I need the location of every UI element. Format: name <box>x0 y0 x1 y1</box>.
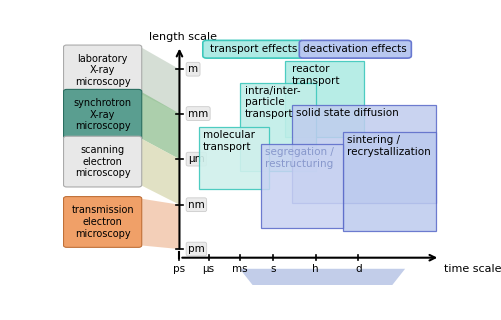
Text: s: s <box>270 264 275 274</box>
Text: molecular
transport: molecular transport <box>202 130 255 152</box>
Text: m: m <box>188 64 198 74</box>
FancyBboxPatch shape <box>342 132 435 231</box>
FancyBboxPatch shape <box>64 89 141 140</box>
FancyBboxPatch shape <box>292 105 435 204</box>
Polygon shape <box>140 47 179 114</box>
FancyBboxPatch shape <box>239 286 404 306</box>
Polygon shape <box>140 138 179 205</box>
Text: sintering /
recrystallization: sintering / recrystallization <box>346 135 430 157</box>
Text: deactivation effects: deactivation effects <box>303 44 406 54</box>
Text: μm: μm <box>188 154 204 164</box>
Polygon shape <box>239 269 404 286</box>
Text: reactor
transport: reactor transport <box>291 64 339 86</box>
FancyBboxPatch shape <box>198 127 269 189</box>
FancyBboxPatch shape <box>202 40 304 58</box>
Text: scanning
electron
microscopy: scanning electron microscopy <box>75 145 130 178</box>
Polygon shape <box>140 198 179 249</box>
Text: segregation /
restructuring: segregation / restructuring <box>265 147 333 169</box>
FancyBboxPatch shape <box>239 83 315 172</box>
FancyBboxPatch shape <box>284 60 364 137</box>
Text: mm: mm <box>188 108 208 118</box>
FancyBboxPatch shape <box>261 144 342 228</box>
Text: synchrotron
X-ray
microscopy: synchrotron X-ray microscopy <box>74 98 131 132</box>
Text: transport effects: transport effects <box>209 44 297 54</box>
Polygon shape <box>140 92 179 159</box>
FancyBboxPatch shape <box>64 45 141 96</box>
Text: laboratory
X-ray
microscopy: laboratory X-ray microscopy <box>75 54 130 87</box>
Text: μs: μs <box>202 264 214 274</box>
Text: pm: pm <box>188 244 204 254</box>
FancyBboxPatch shape <box>64 136 141 187</box>
Text: intra/inter-
particle
transport: intra/inter- particle transport <box>244 86 300 119</box>
FancyBboxPatch shape <box>64 196 141 247</box>
Text: d: d <box>354 264 361 274</box>
Text: solid state diffusion: solid state diffusion <box>296 108 398 118</box>
FancyBboxPatch shape <box>299 40 410 58</box>
Text: ps: ps <box>173 264 185 274</box>
Text: length scale: length scale <box>149 32 217 42</box>
Text: time scale: time scale <box>443 264 500 274</box>
Text: nm: nm <box>188 200 204 210</box>
Text: ms: ms <box>231 264 247 274</box>
Text: h: h <box>312 264 318 274</box>
Text: transmission
electron
microscopy: transmission electron microscopy <box>71 205 134 239</box>
Text: $\it{operando}$ XAS: $\it{operando}$ XAS <box>280 287 364 304</box>
